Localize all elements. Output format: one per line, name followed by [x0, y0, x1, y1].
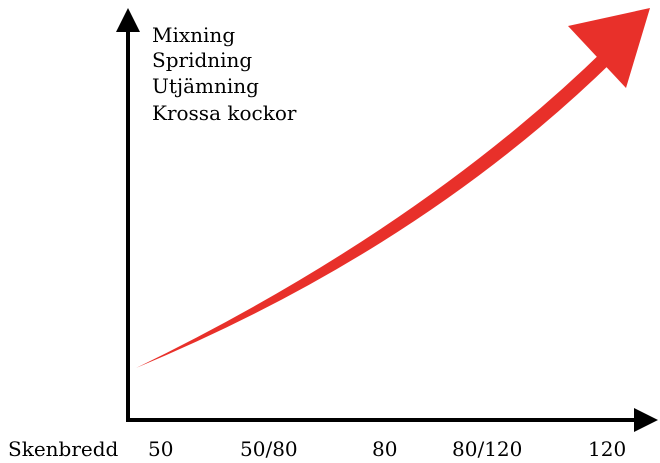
x-axis-arrowhead — [634, 408, 658, 432]
x-tick-50-80: 50/80 — [240, 437, 298, 461]
x-tick-80: 80 — [372, 437, 397, 461]
x-tick-50: 50 — [148, 437, 173, 461]
x-axis-label: Skenbredd — [8, 437, 119, 461]
y-item-utjamning: Utjämning — [152, 74, 259, 98]
trend-arrow-head — [568, 8, 650, 88]
y-item-mixning: Mixning — [152, 23, 235, 47]
x-tick-120: 120 — [588, 437, 626, 461]
y-item-spridning: Spridning — [152, 48, 252, 72]
y-item-krossa-kockor: Krossa kockor — [152, 101, 297, 125]
y-axis-arrowhead — [116, 8, 140, 32]
x-tick-80-120: 80/120 — [452, 437, 522, 461]
